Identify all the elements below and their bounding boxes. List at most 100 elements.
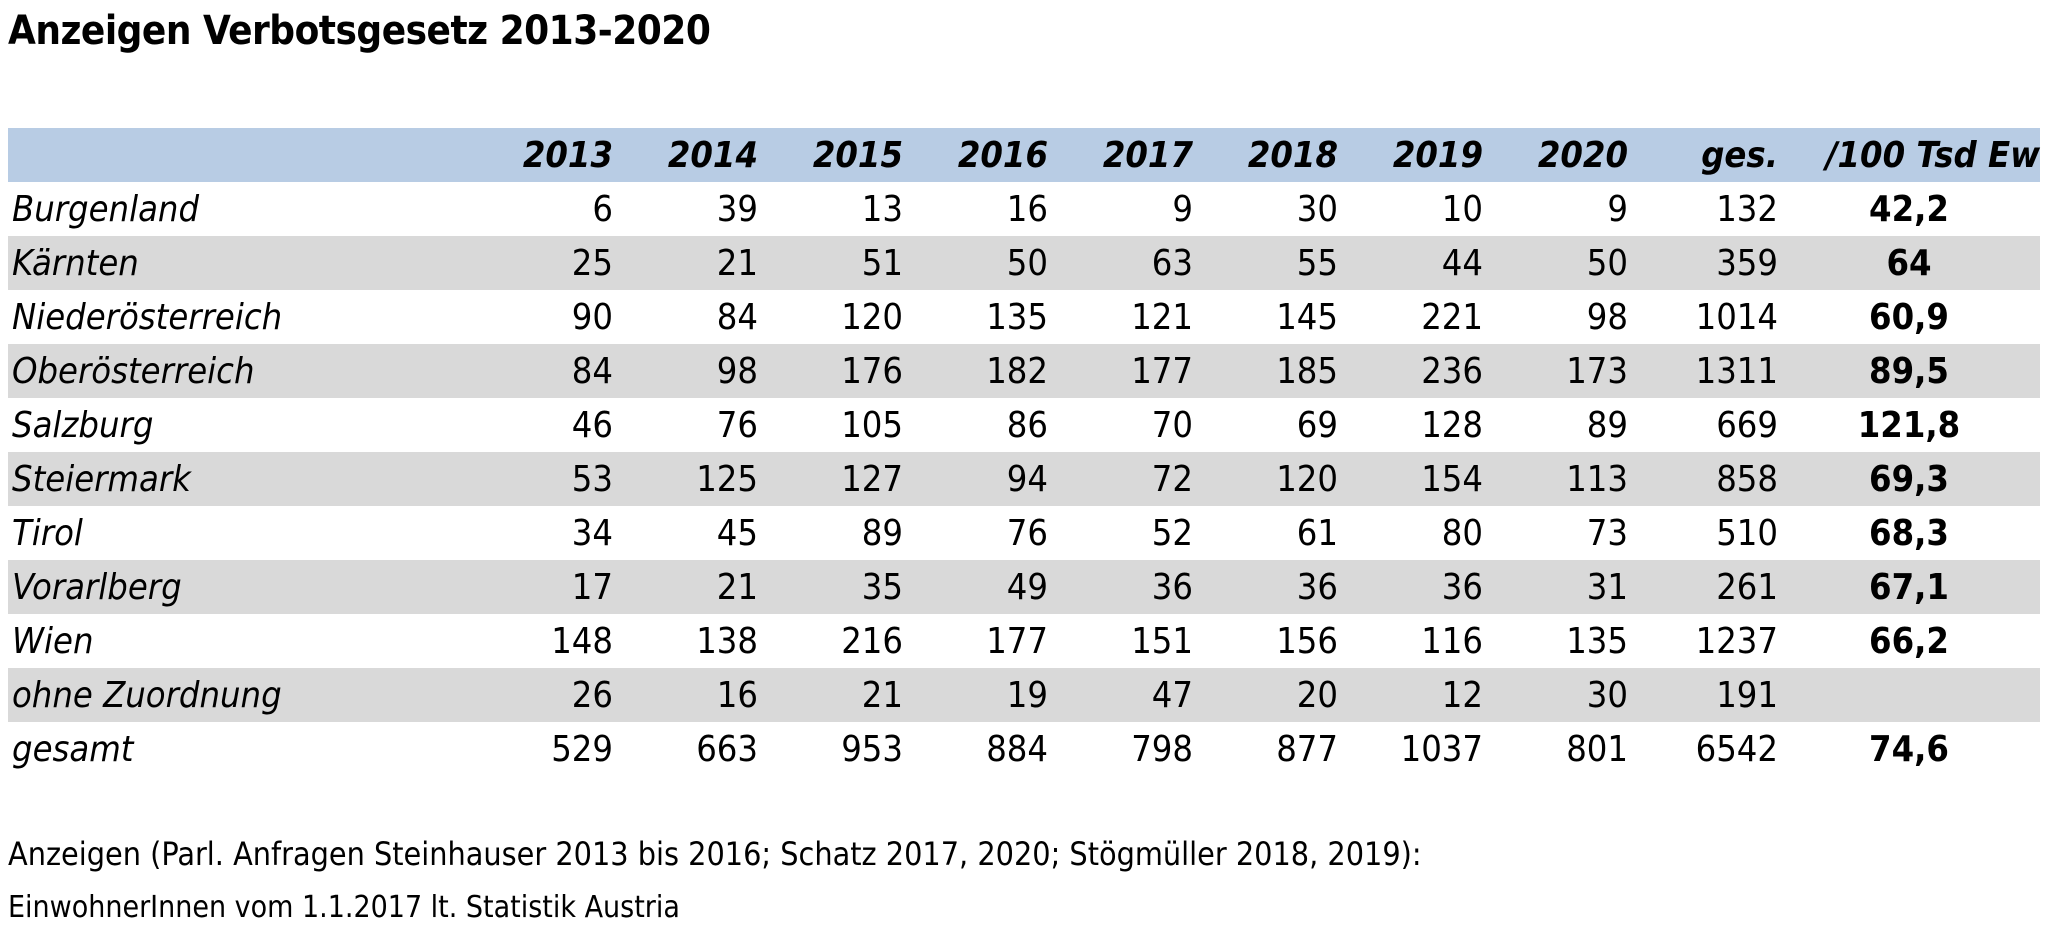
value-cell: 216 [841, 620, 903, 662]
row-label: Wien [12, 620, 94, 662]
value-cell: 151 [1131, 620, 1193, 662]
value-cell: 173 [1566, 350, 1628, 392]
table-row: Steiermark 53 125 127 94 72 120 154 113 858 69,3 [8, 452, 2040, 506]
year-header-cell: 2014 [667, 134, 758, 176]
value-cell: 113 [1566, 458, 1628, 500]
row-label: Oberösterreich [12, 350, 255, 392]
value-cell: 177 [986, 620, 1048, 662]
value-cell: 86 [1006, 404, 1048, 446]
table-row: Salzburg 46 76 105 86 70 69 128 89 669 121,8 [8, 398, 2040, 452]
value-cell: 953 [841, 728, 903, 770]
value-cell: 76 [1006, 512, 1048, 554]
rate-cell: 60,9 [1869, 296, 1949, 338]
value-cell: 69 [1296, 404, 1338, 446]
value-cell: 89 [1586, 404, 1628, 446]
value-cell: 30 [1586, 674, 1628, 716]
value-cell: 53 [571, 458, 613, 500]
rate-cell: 66,2 [1869, 620, 1949, 662]
value-cell: 73 [1586, 512, 1628, 554]
value-cell: 21 [716, 242, 758, 284]
value-cell: 25 [571, 242, 613, 284]
table-row: Oberösterreich 84 98 176 182 177 185 236 173 1311… [8, 344, 2040, 398]
rate-cell: 74,6 [1869, 728, 1949, 770]
value-cell: 21 [861, 674, 903, 716]
table-row: Tirol 34 45 89 76 52 61 80 73 510 68,3 [8, 506, 2040, 560]
value-cell: 46 [571, 404, 613, 446]
rate-cell: 69,3 [1869, 458, 1949, 500]
row-label: Vorarlberg [12, 566, 182, 608]
table-row: Kärnten 25 21 51 50 63 55 44 50 359 64 [8, 236, 2040, 290]
row-label: Steiermark [12, 458, 191, 500]
value-cell: 135 [1566, 620, 1628, 662]
row-label: Niederösterreich [12, 296, 283, 338]
value-cell: 70 [1151, 404, 1193, 446]
year-header-cell: 2018 [1247, 134, 1338, 176]
value-cell: 72 [1151, 458, 1193, 500]
page-title: Anzeigen Verbotsgesetz 2013-2020 [8, 8, 711, 54]
value-cell: 138 [696, 620, 758, 662]
value-cell: 16 [716, 674, 758, 716]
value-cell: 120 [1276, 458, 1338, 500]
report-page: Anzeigen Verbotsgesetz 2013-2020 20 13 201… [8, 8, 2040, 925]
total-cell: 6542 [1695, 728, 1778, 770]
value-cell: 36 [1296, 566, 1338, 608]
value-cell: 30 [1296, 188, 1338, 230]
value-cell: 13 [861, 188, 903, 230]
value-cell: 52 [1151, 512, 1193, 554]
value-cell: 9 [1607, 188, 1628, 230]
value-cell: 61 [1296, 512, 1338, 554]
rate-cell [1778, 668, 2040, 722]
value-cell: 154 [1421, 458, 1483, 500]
value-cell: 45 [716, 512, 758, 554]
total-cell: 858 [1716, 458, 1778, 500]
table-row: gesamt 529 663 953 884 798 877 1037 801 6542 74,6 [8, 722, 2040, 776]
value-cell: 90 [571, 296, 613, 338]
value-cell: 9 [1172, 188, 1193, 230]
value-cell: 236 [1421, 350, 1483, 392]
value-cell: 51 [861, 242, 903, 284]
value-cell: 21 [716, 566, 758, 608]
value-cell: 798 [1131, 728, 1193, 770]
rate-cell: 89,5 [1869, 350, 1949, 392]
value-cell: 20 [1296, 674, 1338, 716]
value-cell: 884 [986, 728, 1048, 770]
value-cell: 84 [571, 350, 613, 392]
rate-cell: 64 [1886, 242, 1932, 284]
year-header-cell: 2020 [1537, 134, 1628, 176]
value-cell: 36 [1151, 566, 1193, 608]
value-cell: 127 [841, 458, 903, 500]
value-cell: 6 [592, 188, 613, 230]
value-cell: 94 [1006, 458, 1048, 500]
value-cell: 529 [551, 728, 613, 770]
value-cell: 156 [1276, 620, 1338, 662]
value-cell: 148 [551, 620, 613, 662]
value-cell: 98 [1586, 296, 1628, 338]
value-cell: 177 [1131, 350, 1193, 392]
footnote-population: EinwohnerInnen vom 1.1.2017 lt. Statisti… [8, 889, 680, 925]
row-label: Burgenland [12, 188, 200, 230]
total-cell: 359 [1716, 242, 1778, 284]
value-cell: 185 [1276, 350, 1338, 392]
value-cell: 221 [1421, 296, 1483, 338]
value-cell: 125 [696, 458, 758, 500]
value-cell: 35 [861, 566, 903, 608]
total-cell: 1014 [1695, 296, 1778, 338]
table-row: Vorarlberg 17 21 35 49 36 36 36 31 261 67,1 [8, 560, 2040, 614]
row-label: Tirol [12, 512, 83, 554]
value-cell: 128 [1421, 404, 1483, 446]
value-cell: 121 [1131, 296, 1193, 338]
value-cell: 135 [986, 296, 1048, 338]
table-row: Niederösterreich 90 84 120 135 121 145 221 98 101… [8, 290, 2040, 344]
value-cell: 877 [1276, 728, 1338, 770]
year-header-cell: 2017 [1102, 134, 1193, 176]
value-cell: 120 [841, 296, 903, 338]
row-label: Salzburg [12, 404, 154, 446]
value-cell: 12 [1441, 674, 1483, 716]
row-label: ohne Zuordnung [12, 674, 282, 716]
value-cell: 44 [1441, 242, 1483, 284]
table-body: Burgenland 6 39 13 16 9 30 10 9 132 42,2 Kärnten 25 2… [8, 182, 2040, 776]
total-cell: 132 [1716, 188, 1778, 230]
total-cell: 1311 [1695, 350, 1778, 392]
value-cell: 105 [841, 404, 903, 446]
table-row: Burgenland 6 39 13 16 9 30 10 9 132 42,2 [8, 182, 2040, 236]
